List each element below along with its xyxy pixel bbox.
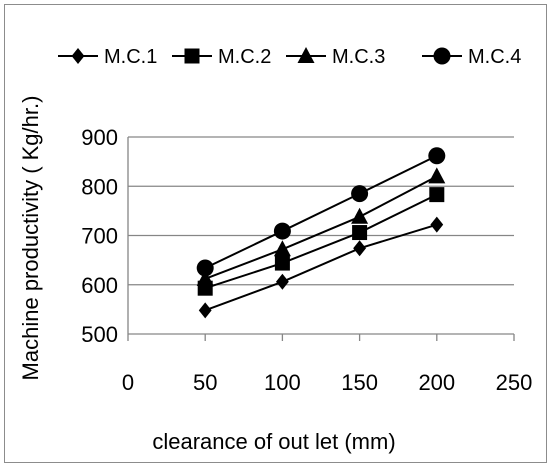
- point-mc1-50: [198, 302, 212, 319]
- point-mc4-150: [351, 185, 369, 203]
- series-lines: [204, 154, 438, 312]
- x-axis-title: clearance of out let (mm): [152, 429, 395, 454]
- series-line-mc3: [204, 175, 438, 280]
- x-tick-label-0: 0: [122, 370, 134, 395]
- legend-marker-mc1: [71, 48, 85, 64]
- legend-label-mc3: M.C.3: [332, 46, 385, 68]
- tick-labels: 500 600 700 800 900 0 50 100 150 200 250: [81, 125, 532, 395]
- point-mc3-100: [273, 240, 291, 257]
- x-tick-label-100: 100: [264, 370, 301, 395]
- series-line-mc4: [204, 154, 438, 269]
- y-axis-title: Machine productivity ( Kg/hr.): [18, 96, 43, 381]
- point-mc4-50: [196, 259, 214, 277]
- legend-marker-mc3: [297, 47, 315, 63]
- series-line-mc2: [204, 193, 438, 290]
- x-tick-label-200: 200: [418, 370, 455, 395]
- point-mc1-100: [276, 273, 289, 290]
- y-tick-label-600: 600: [81, 273, 118, 298]
- x-tick-label-250: 250: [496, 370, 533, 395]
- y-tick-label-500: 500: [81, 322, 118, 347]
- series-line-mc1: [204, 223, 438, 312]
- series-markers: [196, 147, 446, 319]
- point-mc1-200: [430, 216, 444, 233]
- legend-label-mc2: M.C.2: [218, 46, 271, 68]
- legend-label-mc4: M.C.4: [468, 46, 521, 68]
- point-mc3-150: [351, 207, 369, 224]
- legend-label-mc1: M.C.1: [104, 46, 157, 68]
- legend-marker-mc2: [184, 48, 200, 64]
- point-mc1-150: [353, 240, 366, 257]
- y-tick-label-700: 700: [81, 224, 118, 249]
- gridlines: [128, 136, 514, 286]
- point-mc2-150: [352, 225, 368, 241]
- y-tick-label-900: 900: [81, 125, 118, 150]
- point-mc2-200: [429, 187, 445, 203]
- x-tick-label-50: 50: [193, 370, 217, 395]
- point-mc3-200: [428, 167, 446, 184]
- point-mc3-50: [196, 269, 214, 286]
- x-tick-label-150: 150: [341, 370, 378, 395]
- y-tick-label-800: 800: [81, 174, 118, 199]
- axes: [127, 137, 515, 341]
- point-mc2-100: [274, 255, 290, 271]
- legend: M.C.1 M.C.2 M.C.3 M.C.4: [58, 46, 521, 68]
- point-mc4-100: [273, 222, 291, 240]
- legend-marker-mc4: [433, 47, 451, 65]
- point-mc4-200: [428, 147, 446, 165]
